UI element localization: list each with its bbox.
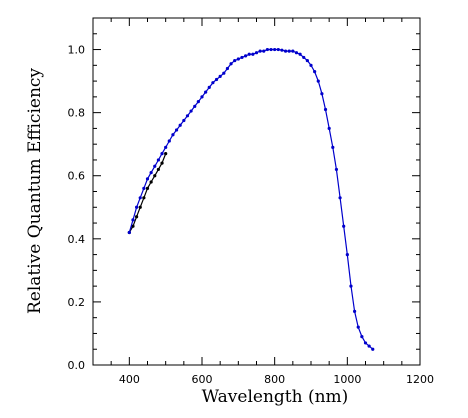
data-point bbox=[254, 51, 259, 55]
data-point bbox=[287, 49, 291, 53]
data-point bbox=[207, 85, 211, 89]
data-point bbox=[142, 186, 146, 190]
data-point bbox=[349, 284, 353, 288]
tick-marks bbox=[92, 17, 421, 366]
data-point bbox=[247, 52, 251, 56]
data-point bbox=[244, 54, 248, 58]
data-point bbox=[164, 145, 168, 149]
data-point bbox=[240, 55, 244, 60]
data-point bbox=[138, 205, 142, 209]
data-point bbox=[171, 133, 175, 137]
data-point bbox=[320, 92, 324, 96]
series-line-0 bbox=[128, 153, 167, 233]
data-point bbox=[323, 107, 328, 112]
data-point bbox=[196, 99, 200, 104]
tick-labels: 400 600 800 1000 1200 0.0 0.2 0.4 0.6 0.8 1.0 bbox=[68, 44, 435, 386]
data-point bbox=[204, 90, 208, 94]
y-tick-label: 0.8 bbox=[68, 107, 86, 120]
data-point bbox=[309, 63, 313, 67]
data-point bbox=[305, 58, 309, 63]
data-point bbox=[135, 215, 139, 219]
data-point bbox=[218, 74, 222, 78]
y-tick-label: 0.4 bbox=[68, 233, 86, 246]
data-point bbox=[233, 58, 237, 63]
data-point bbox=[138, 196, 142, 200]
data-point bbox=[160, 161, 164, 165]
data-point bbox=[164, 152, 168, 156]
data-point bbox=[371, 347, 375, 351]
data-point bbox=[193, 104, 197, 108]
data-point bbox=[334, 167, 339, 172]
data-point bbox=[262, 49, 266, 53]
x-tick-label: 600 bbox=[192, 373, 213, 386]
x-tick-label: 800 bbox=[264, 373, 285, 386]
data-point bbox=[251, 52, 255, 56]
data-point bbox=[276, 47, 280, 52]
data-point bbox=[131, 224, 135, 228]
y-tick-label: 0.0 bbox=[68, 359, 86, 372]
data-point bbox=[189, 109, 193, 113]
y-tick-label: 0.6 bbox=[68, 170, 86, 183]
data-point bbox=[222, 71, 226, 75]
x-axis-title: Wavelength (nm) bbox=[202, 387, 349, 407]
data-point bbox=[313, 70, 317, 74]
data-point bbox=[298, 52, 302, 56]
data-point bbox=[167, 139, 171, 143]
data-point bbox=[229, 62, 233, 66]
data-point bbox=[214, 77, 219, 82]
data-point bbox=[360, 335, 364, 339]
data-point bbox=[316, 79, 320, 83]
data-point bbox=[185, 114, 190, 118]
data-point bbox=[145, 177, 150, 181]
data-point bbox=[211, 81, 215, 85]
data-point bbox=[265, 47, 269, 52]
data-point bbox=[269, 47, 273, 52]
data-point bbox=[131, 218, 135, 222]
data-point bbox=[200, 95, 204, 99]
data-point bbox=[291, 49, 295, 53]
data-point bbox=[273, 47, 277, 52]
data-point bbox=[135, 205, 139, 209]
data-point bbox=[149, 180, 153, 184]
y-tick-label: 0.2 bbox=[68, 296, 86, 309]
x-tick-label: 1200 bbox=[406, 373, 434, 386]
data-point bbox=[280, 48, 284, 52]
data-point bbox=[153, 174, 157, 178]
data-point bbox=[145, 186, 150, 190]
data-point bbox=[258, 49, 262, 53]
data-point bbox=[327, 126, 331, 131]
y-tick-label: 1.0 bbox=[68, 44, 86, 57]
data-point bbox=[174, 128, 179, 132]
data-point bbox=[178, 123, 182, 127]
data-point bbox=[142, 196, 146, 200]
data-point bbox=[283, 49, 288, 53]
data-point bbox=[356, 325, 360, 329]
series-line-1 bbox=[128, 48, 374, 350]
data-point bbox=[302, 55, 306, 60]
data-point bbox=[331, 145, 335, 149]
data-point bbox=[182, 118, 186, 123]
data-point bbox=[353, 309, 357, 313]
y-axis-title: Relative Quantum Efficiency bbox=[25, 68, 45, 314]
data-point bbox=[156, 167, 160, 172]
data-point bbox=[156, 158, 160, 162]
data-point bbox=[225, 66, 230, 71]
data-point bbox=[367, 344, 371, 348]
data-point bbox=[149, 170, 153, 175]
data-point bbox=[294, 51, 299, 55]
data-point bbox=[345, 252, 349, 257]
data-point bbox=[160, 152, 164, 156]
series-lines bbox=[127, 47, 375, 351]
data-point bbox=[236, 57, 240, 61]
x-tick-label: 1000 bbox=[333, 373, 361, 386]
x-tick-label: 400 bbox=[119, 373, 140, 386]
data-point bbox=[127, 230, 131, 235]
data-point bbox=[342, 224, 346, 228]
data-point bbox=[363, 341, 368, 345]
data-point bbox=[153, 164, 157, 168]
data-point bbox=[338, 196, 342, 200]
